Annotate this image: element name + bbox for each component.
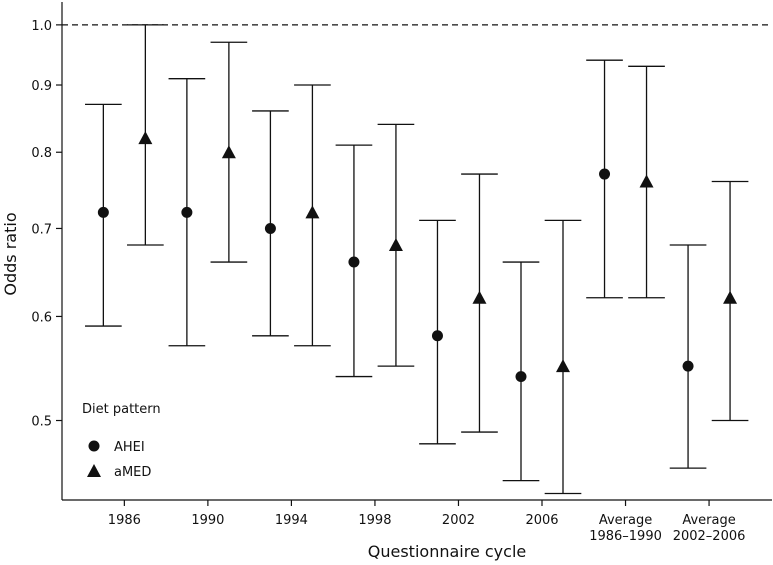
legend-items: AHEI aMED [87,440,151,480]
legend-marker-triangle [87,464,101,477]
legend-item-amed: aMED [87,464,151,480]
point-ahei [515,371,527,383]
point-amed [305,205,320,219]
y-tick-label: 0.6 [31,310,52,325]
x-tick-label: 1998 [358,513,391,528]
point-ahei [599,168,611,180]
y-ticks: 0.5 0.6 0.7 0.8 0.9 1.0 [31,19,62,430]
x-tick-label-line: 2002–2006 [673,529,746,544]
x-tick-label-line: 1990 [191,513,224,528]
point-ahei [264,222,276,234]
x-tick-label: 2002 [442,513,475,528]
y-tick-label: 0.7 [31,222,52,237]
y-tick-label: 0.9 [31,79,52,94]
y-axis-title: Odds ratio [1,212,20,295]
point-amed [556,359,570,373]
legend: Diet pattern AHEI aMED [82,402,161,480]
x-axis-title: Questionnaire cycle [368,542,526,561]
series-ahei [85,59,707,482]
point-amed [138,131,153,145]
point-amed [221,145,236,159]
legend-title: Diet pattern [82,402,161,417]
y-tick-label: 1.0 [31,19,52,34]
series-amed [127,24,749,495]
series-group [85,24,749,495]
x-tick-label-line: Average [682,513,735,528]
legend-label: AHEI [114,440,145,455]
point-ahei [682,360,694,372]
x-tick-label-line: 1998 [358,513,391,528]
x-ticks: 1986 1990 1994 1998 2002 2006 Average 1986–1990… [108,500,746,544]
point-ahei [181,206,193,218]
legend-item-ahei: AHEI [88,440,145,455]
x-tick-label: Average 1986–1990 [589,513,662,544]
point-amed [472,290,487,304]
point-amed [388,238,403,252]
legend-label: aMED [114,465,151,480]
x-tick-label-line: 1994 [275,513,308,528]
x-tick-label: 1986 [108,513,141,528]
x-tick-label-line: Average [599,513,652,528]
point-amed [723,290,738,304]
point-ahei [431,330,443,342]
x-tick-label-line: 1986 [108,513,141,528]
x-tick-label-line: 1986–1990 [589,529,662,544]
point-ahei [97,206,109,218]
point-amed [639,174,654,188]
x-tick-label-line: 2006 [525,513,558,528]
x-tick-label: 1990 [191,513,224,528]
x-tick-label: 2006 [525,513,558,528]
y-tick-label: 0.8 [31,146,52,161]
legend-marker-circle [88,440,100,452]
x-tick-label: Average 2002–2006 [673,513,746,544]
y-tick-label: 0.5 [31,415,52,430]
point-ahei [348,256,360,268]
x-tick-label-line: 2002 [442,513,475,528]
x-tick-label: 1994 [275,513,308,528]
